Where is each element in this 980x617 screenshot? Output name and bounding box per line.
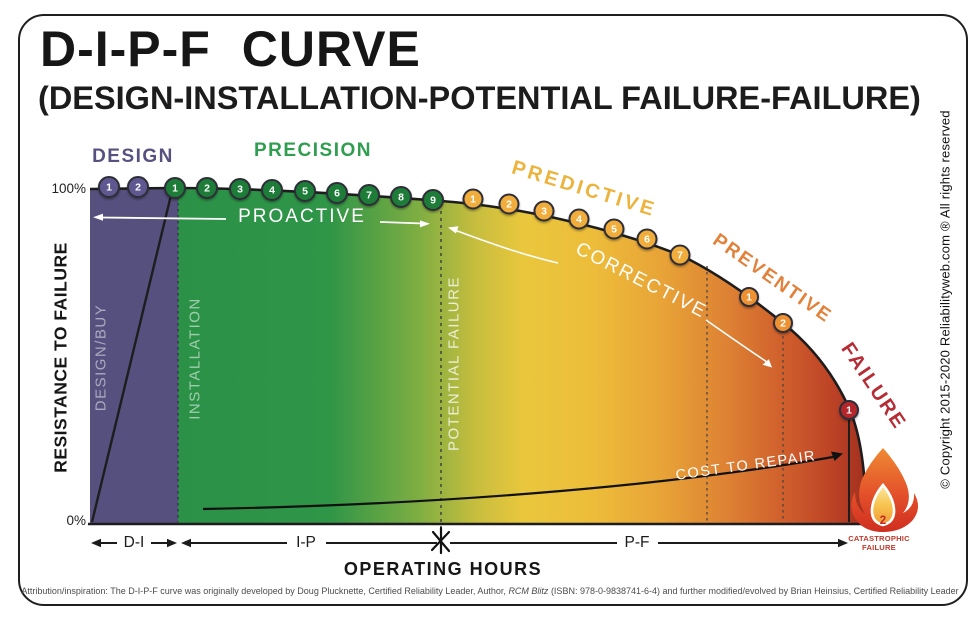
curve-marker-preventive-2: 2 (773, 313, 793, 333)
svg-text:5: 5 (611, 224, 617, 236)
attribution-post: (ISBN: 978-0-9838741-6-4) and further mo… (548, 586, 959, 596)
cost-to-repair-arrow (202, 451, 843, 511)
curve-marker-predictive-6: 6 (636, 228, 658, 250)
stage-label-precision: PRECISION (253, 140, 373, 161)
svg-text:6: 6 (644, 234, 650, 246)
svg-text:2: 2 (204, 183, 210, 195)
proactive-label: PROACTIVE (238, 206, 366, 227)
curve-marker-precision-9: 9 (422, 189, 444, 211)
svg-text:2: 2 (780, 318, 786, 330)
p-point-mark (430, 526, 451, 555)
curve-marker-precision-1: 1 (164, 177, 186, 199)
svg-text:9: 9 (430, 195, 436, 207)
corrective-arrow (448, 226, 772, 368)
y-axis-max-tick: 100% (51, 181, 86, 196)
svg-text:2: 2 (135, 182, 141, 194)
span-pf-arrow (450, 538, 848, 548)
span-pf-label: P-F (624, 534, 650, 551)
svg-text:3: 3 (541, 206, 547, 218)
flame-icon (851, 448, 919, 532)
svg-text:3: 3 (237, 184, 243, 196)
life-curve-region (178, 189, 866, 523)
curve-marker-precision-4: 4 (261, 179, 283, 201)
curve-marker-preventive-1: 1 (739, 287, 759, 307)
span-ip-arrow (181, 538, 437, 548)
curve-marker-precision-2: 2 (196, 177, 218, 199)
span-di-label: D-I (123, 534, 145, 551)
curve-marker-design-1: 1 (98, 176, 120, 198)
svg-text:7: 7 (677, 250, 683, 262)
curve-marker-precision-7: 7 (358, 184, 380, 206)
copyright-text: © Copyright 2015-2020 Reliabilityweb.com… (937, 110, 953, 489)
catastrophic-failure-label: CATASTROPHIC FAILURE (848, 534, 910, 553)
curve-marker-predictive-2: 2 (498, 193, 520, 215)
curve-marker-failure-1: 1 (839, 400, 859, 420)
curve-marker-precision-8: 8 (390, 186, 412, 208)
proactive-arrow (93, 213, 430, 228)
curve-markers: 1 2 1 2 3 4 5 6 7 8 9 1 2 3 4 5 6 7 1 2 1 (98, 176, 859, 420)
page-title: D-I-P-F CURVE (40, 21, 421, 77)
svg-text:7: 7 (366, 190, 372, 202)
curve-marker-design-2: 2 (127, 176, 149, 198)
curve-marker-precision-3: 3 (229, 178, 251, 200)
svg-text:1: 1 (470, 194, 476, 206)
curve-marker-precision-6: 6 (326, 182, 348, 204)
attribution-book-title: RCM Blitz (508, 586, 549, 596)
curve-marker-predictive-1: 1 (462, 188, 484, 210)
page-subtitle: (DESIGN-INSTALLATION-POTENTIAL FAILURE-F… (38, 80, 921, 116)
svg-text:1: 1 (846, 405, 852, 417)
curve-marker-predictive-7: 7 (669, 244, 691, 266)
svg-text:1: 1 (746, 292, 752, 304)
curve-marker-predictive-3: 3 (533, 200, 555, 222)
curve-marker-predictive-5: 5 (603, 218, 625, 240)
design-buy-label: DESIGN/BUY (92, 303, 110, 412)
curve-marker-precision-5: 5 (294, 180, 316, 202)
x-axis-label: OPERATING HOURS (343, 559, 543, 579)
installation-label: INSTALLATION (186, 297, 204, 420)
svg-text:4: 4 (576, 214, 582, 226)
attribution-text: Attribution/inspiration: The D-I-P-F cur… (0, 586, 980, 596)
svg-text:4: 4 (269, 185, 275, 197)
svg-text:1: 1 (106, 182, 112, 194)
svg-text:5: 5 (302, 186, 308, 198)
attribution-pre: Attribution/inspiration: The D-I-P-F cur… (21, 586, 509, 596)
page-border (18, 14, 968, 606)
potential-failure-label: POTENTIAL FAILURE (445, 276, 463, 451)
svg-text:6: 6 (334, 188, 340, 200)
y-axis-min-tick: 0% (66, 513, 86, 528)
stage-label-design: DESIGN (92, 146, 174, 167)
catastrophic-failure-number: 2 (879, 515, 887, 527)
y-axis-label: RESISTANCE TO FAILURE (50, 242, 71, 473)
design-ramp-line (90, 190, 174, 523)
span-di-arrow (91, 538, 177, 548)
curve-marker-predictive-4: 4 (568, 208, 590, 230)
span-ip-label: I-P (296, 534, 316, 551)
svg-text:1: 1 (172, 183, 178, 195)
svg-text:2: 2 (506, 199, 512, 211)
svg-text:8: 8 (398, 192, 404, 204)
